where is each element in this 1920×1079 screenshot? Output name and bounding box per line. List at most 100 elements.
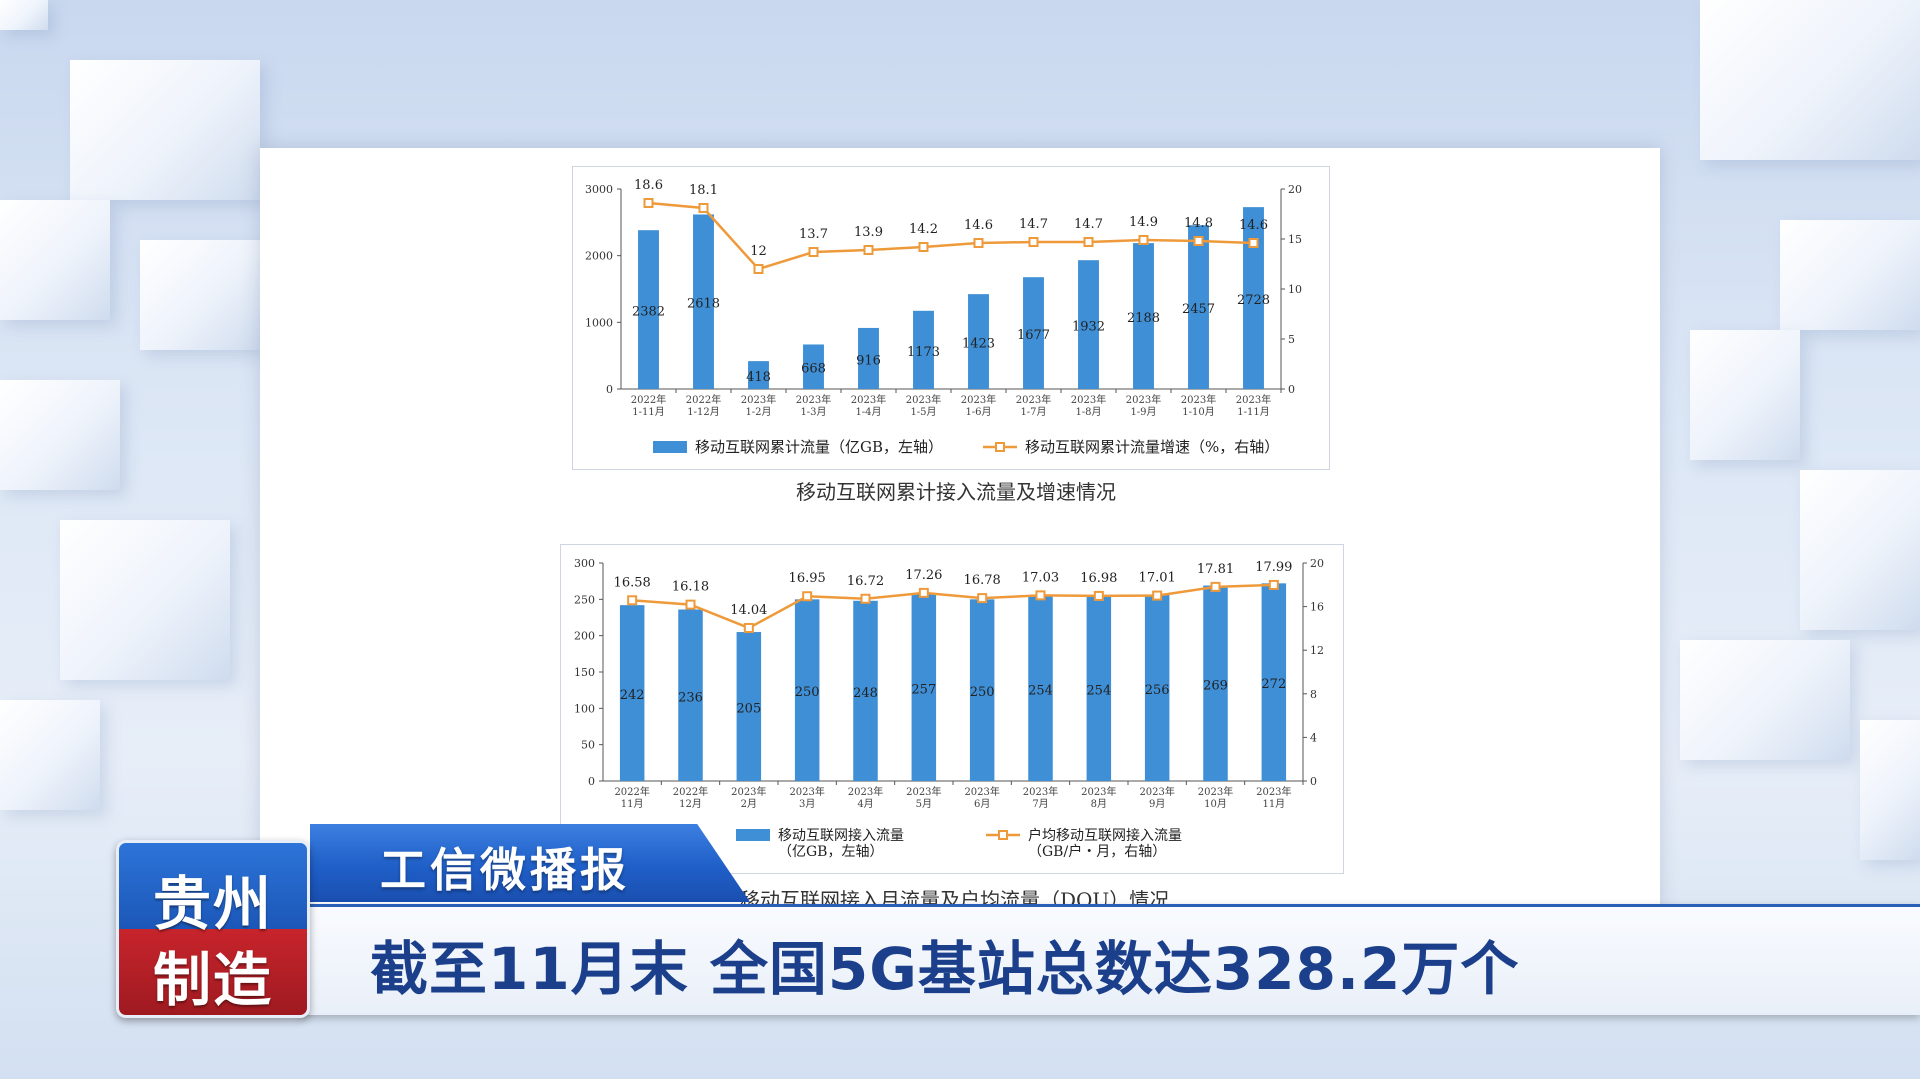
y-tick-label-left: 1000 — [585, 316, 613, 329]
line-marker — [918, 587, 929, 598]
line-value-label: 14.7 — [1074, 217, 1103, 232]
x-tick-label: 2023年 9月 — [1139, 785, 1174, 810]
line-value-label: 14.9 — [1129, 215, 1158, 230]
y-tick-label-left: 200 — [574, 630, 595, 643]
x-tick-label: 2022年 12月 — [673, 785, 708, 810]
x-tick-label: 2022年 1-11月 — [631, 393, 666, 418]
bar — [693, 214, 714, 389]
x-tick-label: 2023年 5月 — [906, 785, 941, 810]
bg-cube — [0, 380, 120, 490]
bar — [1144, 594, 1170, 781]
chart-2-box: 0 50 100 150 200 250 300 0 4 8 12 16 20 242 2022年 11月 23… — [560, 544, 1344, 874]
y-tick-label-right: 16 — [1310, 601, 1324, 614]
line-value-label: 17.01 — [1139, 571, 1176, 586]
y-tick-label-right: 0 — [1288, 383, 1295, 396]
bar — [911, 594, 937, 781]
bar — [1203, 585, 1228, 781]
bar-value-label: 916 — [856, 353, 881, 368]
bar — [1086, 596, 1112, 781]
bar-value-label: 254 — [1086, 684, 1111, 699]
x-tick-label: 2023年 1-6月 — [961, 393, 996, 418]
y-tick-label-right: 10 — [1288, 283, 1302, 296]
logo-line-2: 制造 — [152, 946, 273, 1014]
legend-label-line: 移动互联网累计流量增速（%，右轴） — [1025, 438, 1279, 456]
line-value-label: 16.18 — [672, 580, 709, 595]
line-value-label: 14.7 — [1019, 217, 1048, 232]
line-marker — [802, 591, 813, 602]
line-marker — [1093, 590, 1104, 601]
x-tick-label: 2023年 11月 — [1256, 785, 1291, 810]
line-marker — [1248, 238, 1259, 248]
line-marker — [1083, 237, 1094, 247]
bar-value-label: 1173 — [907, 345, 940, 360]
x-tick-label: 2023年 1-7月 — [1016, 393, 1051, 418]
y-tick-label-right: 15 — [1288, 233, 1302, 246]
legend-label-bar: 移动互联网累计流量（亿GB，左轴） — [695, 438, 943, 456]
bar-value-label: 2457 — [1182, 302, 1215, 317]
bg-cube — [60, 520, 230, 680]
headline-text: 截至11月末 全国5G基站总数达328.2万个 — [370, 935, 1520, 1003]
bar-value-label: 205 — [736, 702, 761, 717]
line-value-label: 13.9 — [854, 225, 883, 240]
bar — [1133, 243, 1154, 389]
bg-cube — [0, 0, 48, 30]
bar-value-label: 418 — [746, 370, 771, 385]
y-tick-label-right: 20 — [1310, 557, 1324, 570]
line-marker — [977, 593, 988, 604]
x-tick-label: 2023年 8月 — [1081, 785, 1116, 810]
y-tick-label-right: 5 — [1288, 333, 1295, 346]
bg-cube — [1860, 720, 1920, 860]
y-tick-label-right: 20 — [1288, 183, 1302, 196]
line-value-label: 13.7 — [799, 227, 828, 242]
bar-value-label: 257 — [911, 683, 936, 698]
line-marker — [1210, 581, 1221, 592]
bar-value-label: 2188 — [1127, 311, 1160, 326]
line-series — [648, 201, 1254, 271]
x-tick-label: 2023年 1-2月 — [741, 393, 776, 418]
line-value-label: 14.6 — [1239, 218, 1268, 233]
y-tick-label-right: 0 — [1310, 775, 1317, 788]
bar-value-label: 242 — [620, 688, 645, 703]
legend-label-bar: 移动互联网接入流量（亿GB，左轴） — [778, 827, 904, 860]
line-series — [632, 583, 1274, 630]
x-tick-label: 2023年 7月 — [1023, 785, 1058, 810]
line-value-label: 17.81 — [1197, 562, 1234, 577]
line-value-label: 14.8 — [1184, 216, 1213, 231]
line-marker — [698, 203, 709, 213]
line-marker — [1268, 579, 1279, 590]
chart-slide: 0 1000 2000 3000 0 5 10 15 20 2382 2022年 1-11月 2618 2… — [260, 148, 1660, 918]
bar-value-label: 1423 — [962, 337, 995, 352]
line-marker — [808, 247, 819, 257]
program-banner — [310, 824, 750, 902]
bg-cube — [0, 200, 110, 320]
bar-value-label: 250 — [970, 685, 995, 700]
bar-value-label: 2618 — [687, 297, 720, 312]
line-value-label: 14.6 — [964, 218, 993, 233]
bar — [1243, 207, 1264, 389]
x-tick-label: 2023年 1-4月 — [851, 393, 886, 418]
bg-cube — [1800, 470, 1920, 630]
bar — [1261, 583, 1287, 781]
channel-logo: 贵州 制造 — [116, 840, 310, 1018]
bar — [913, 310, 934, 389]
legend-marker-line — [995, 442, 1005, 452]
bar — [1078, 260, 1099, 389]
line-value-label: 16.78 — [964, 573, 1001, 588]
chart-1-box: 0 1000 2000 3000 0 5 10 15 20 2382 2022年 1-11月 2618 2… — [572, 166, 1330, 470]
bar-value-label: 236 — [678, 690, 703, 705]
x-tick-label: 2023年 1-11月 — [1236, 393, 1271, 418]
bar — [1028, 596, 1053, 781]
bar — [1023, 277, 1044, 389]
x-tick-label: 2023年 6月 — [964, 785, 999, 810]
line-value-label: 12 — [750, 244, 767, 259]
x-tick-label: 2023年 4月 — [848, 785, 883, 810]
bg-cube — [1690, 330, 1800, 460]
line-marker — [863, 245, 874, 255]
program-name: 工信微播报 — [380, 843, 630, 897]
legend-swatch-bar — [653, 441, 687, 453]
bar-value-label: 256 — [1145, 683, 1170, 698]
headline-bar — [300, 904, 1920, 1015]
bar-value-label: 668 — [801, 362, 826, 377]
bg-cube — [1780, 220, 1920, 330]
x-tick-label: 2023年 1-10月 — [1181, 393, 1216, 418]
